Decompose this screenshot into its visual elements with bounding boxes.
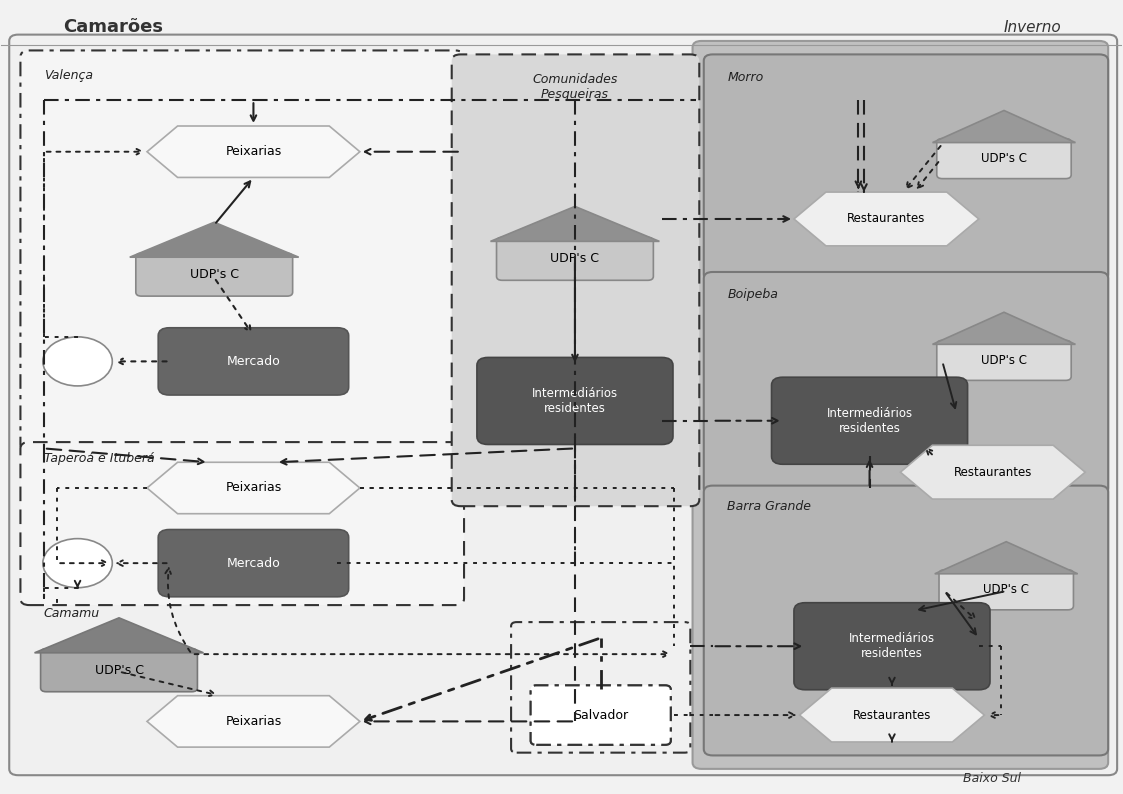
FancyBboxPatch shape bbox=[20, 442, 464, 605]
Text: Comunidades
Pesqueiras: Comunidades Pesqueiras bbox=[532, 72, 618, 101]
FancyBboxPatch shape bbox=[20, 51, 464, 451]
Polygon shape bbox=[35, 618, 203, 653]
Polygon shape bbox=[130, 222, 299, 257]
Text: Boipeba: Boipeba bbox=[728, 287, 778, 301]
Text: UDP's C: UDP's C bbox=[190, 268, 239, 281]
Polygon shape bbox=[794, 192, 979, 246]
Polygon shape bbox=[147, 126, 359, 177]
FancyBboxPatch shape bbox=[496, 237, 654, 280]
FancyBboxPatch shape bbox=[158, 530, 348, 597]
FancyBboxPatch shape bbox=[937, 341, 1071, 380]
Text: UDP's C: UDP's C bbox=[550, 252, 600, 265]
Text: Taperoá e Ituberá: Taperoá e Ituberá bbox=[44, 453, 155, 465]
Text: Camarões: Camarões bbox=[63, 18, 163, 37]
Polygon shape bbox=[932, 110, 1076, 143]
Text: Peixarias: Peixarias bbox=[226, 715, 282, 728]
Text: Peixarias: Peixarias bbox=[226, 481, 282, 495]
FancyBboxPatch shape bbox=[40, 649, 198, 692]
FancyBboxPatch shape bbox=[531, 685, 670, 745]
Text: Inverno: Inverno bbox=[1004, 20, 1061, 35]
Text: UDP's C: UDP's C bbox=[982, 152, 1028, 165]
Polygon shape bbox=[491, 206, 659, 241]
Text: Camamu: Camamu bbox=[44, 607, 100, 619]
FancyBboxPatch shape bbox=[477, 357, 673, 445]
FancyBboxPatch shape bbox=[704, 272, 1108, 495]
Text: Valença: Valença bbox=[44, 68, 93, 82]
Text: Peixarias: Peixarias bbox=[226, 145, 282, 158]
Text: Mercado: Mercado bbox=[227, 355, 281, 368]
FancyBboxPatch shape bbox=[531, 685, 670, 745]
FancyBboxPatch shape bbox=[9, 35, 1117, 775]
FancyBboxPatch shape bbox=[772, 377, 968, 464]
Polygon shape bbox=[800, 688, 985, 742]
FancyBboxPatch shape bbox=[794, 603, 990, 690]
Text: Barra Grande: Barra Grande bbox=[728, 500, 811, 513]
Text: Intermediários
residentes: Intermediários residentes bbox=[827, 407, 913, 435]
Polygon shape bbox=[147, 696, 359, 747]
FancyBboxPatch shape bbox=[158, 328, 348, 395]
Text: Intermediários
residentes: Intermediários residentes bbox=[532, 387, 618, 415]
Text: UDP's C: UDP's C bbox=[94, 664, 144, 676]
Text: Restaurantes: Restaurantes bbox=[953, 465, 1032, 479]
Text: Salvador: Salvador bbox=[573, 708, 628, 722]
Text: Morro: Morro bbox=[728, 71, 764, 84]
Polygon shape bbox=[901, 445, 1085, 499]
Text: UDP's C: UDP's C bbox=[982, 354, 1028, 367]
Text: Intermediários
residentes: Intermediários residentes bbox=[849, 632, 935, 661]
Text: Salvador: Salvador bbox=[573, 708, 628, 722]
Text: Baixo Sul: Baixo Sul bbox=[962, 772, 1021, 785]
Circle shape bbox=[43, 538, 112, 588]
FancyBboxPatch shape bbox=[937, 139, 1071, 179]
Text: Restaurantes: Restaurantes bbox=[852, 708, 931, 722]
Polygon shape bbox=[147, 462, 359, 514]
FancyBboxPatch shape bbox=[136, 253, 293, 296]
FancyBboxPatch shape bbox=[704, 55, 1108, 281]
FancyBboxPatch shape bbox=[451, 55, 700, 507]
FancyBboxPatch shape bbox=[939, 570, 1074, 610]
FancyBboxPatch shape bbox=[693, 41, 1108, 769]
Circle shape bbox=[43, 337, 112, 386]
Text: Mercado: Mercado bbox=[227, 557, 281, 569]
FancyBboxPatch shape bbox=[704, 486, 1108, 755]
Text: UDP's C: UDP's C bbox=[984, 584, 1029, 596]
Polygon shape bbox=[934, 542, 1078, 574]
Polygon shape bbox=[932, 312, 1076, 345]
Text: Restaurantes: Restaurantes bbox=[847, 213, 925, 225]
